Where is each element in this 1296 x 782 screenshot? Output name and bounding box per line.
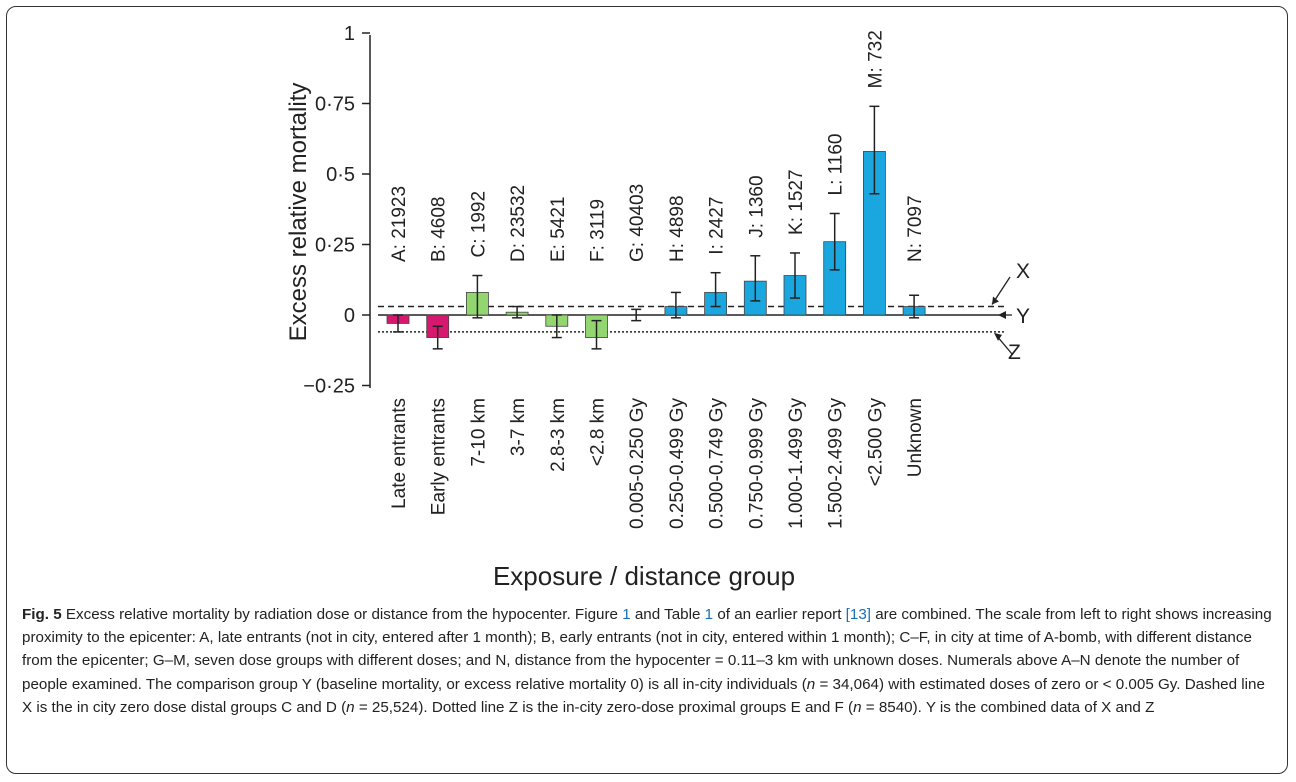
x-axis-title: Exposure / distance group [493, 561, 795, 591]
category-label-12: <2.500 Gy [865, 398, 886, 487]
category-labels: Late entrants Early entrants 7-10 km 3-7 km… [389, 398, 926, 529]
count-label-12: M: 732 [865, 30, 886, 88]
count-label-4: E: 5421 [548, 197, 569, 263]
category-label-4: 2.8-3 km [548, 398, 569, 472]
y-tick-label: −0·25 [303, 376, 355, 398]
y-tick-label: 0 [344, 305, 355, 327]
arrow-y-head [998, 311, 1006, 319]
y-tick-label: 0·75 [315, 94, 355, 116]
y-tick-label: 0·5 [326, 164, 355, 186]
figure-link[interactable]: 1 [622, 606, 631, 623]
y-axis-title: Excess relative mortality [285, 83, 312, 342]
y-axis: 1 0·75 0·5 0·25 0 −0·25 [303, 23, 371, 398]
arrow-z-head [994, 332, 1002, 341]
figure-frame [6, 6, 1288, 774]
reference-line-label-z: Z [1008, 341, 1021, 364]
citation-link[interactable]: [13] [845, 606, 872, 623]
category-label-8: 0.500-0.749 Gy [707, 398, 728, 529]
count-label-8: I: 2427 [707, 197, 728, 255]
category-label-2: 7-10 km [468, 398, 489, 467]
arrow-x-head [992, 296, 999, 305]
chart: XYZ 1 0·75 0·5 0·25 0 −0·25 A: 21923 B: 4608 C:… [285, 23, 1030, 591]
reference-lines: XYZ [378, 260, 1030, 364]
table-link[interactable]: 1 [704, 606, 714, 623]
category-label-13: Unknown [905, 398, 926, 477]
y-tick-label: 1 [344, 23, 355, 45]
count-label-13: N: 7097 [905, 195, 926, 262]
category-label-1: Early entrants [429, 398, 450, 515]
bars: A: 21923 B: 4608 C: 1992 D: 23532 E: 5421 F: … [386, 30, 926, 350]
category-label-0: Late entrants [389, 398, 410, 509]
category-label-7: 0.250-0.499 Gy [667, 398, 688, 529]
category-label-9: 0.750-0.999 Gy [746, 398, 767, 529]
category-label-10: 1.000-1.499 Gy [786, 398, 807, 529]
count-label-11: L: 1160 [826, 133, 847, 195]
count-label-3: D: 23532 [508, 185, 529, 262]
category-label-3: 3-7 km [508, 398, 529, 456]
category-label-5: <2.8 km [588, 398, 609, 466]
reference-line-label-y: Y [1016, 305, 1030, 328]
reference-line-label-x: X [1016, 260, 1030, 283]
count-label-9: J: 1360 [746, 175, 767, 237]
category-label-11: 1.500-2.499 Gy [826, 398, 847, 529]
count-label-7: H: 4898 [667, 195, 688, 262]
count-label-10: K: 1527 [786, 169, 807, 235]
figure-caption: Fig. 5 Excess relative mortality by radi… [22, 606, 1272, 716]
count-label-0: A: 21923 [389, 186, 410, 262]
caption-figure-number: Fig. 5 [22, 606, 62, 623]
count-label-6: G: 40403 [627, 184, 648, 262]
count-label-5: F: 3119 [588, 199, 609, 262]
count-label-1: B: 4608 [429, 197, 450, 263]
count-label-2: C: 1992 [468, 191, 489, 258]
y-tick-label: 0·25 [315, 235, 355, 257]
category-label-6: 0.005-0.250 Gy [627, 398, 648, 529]
